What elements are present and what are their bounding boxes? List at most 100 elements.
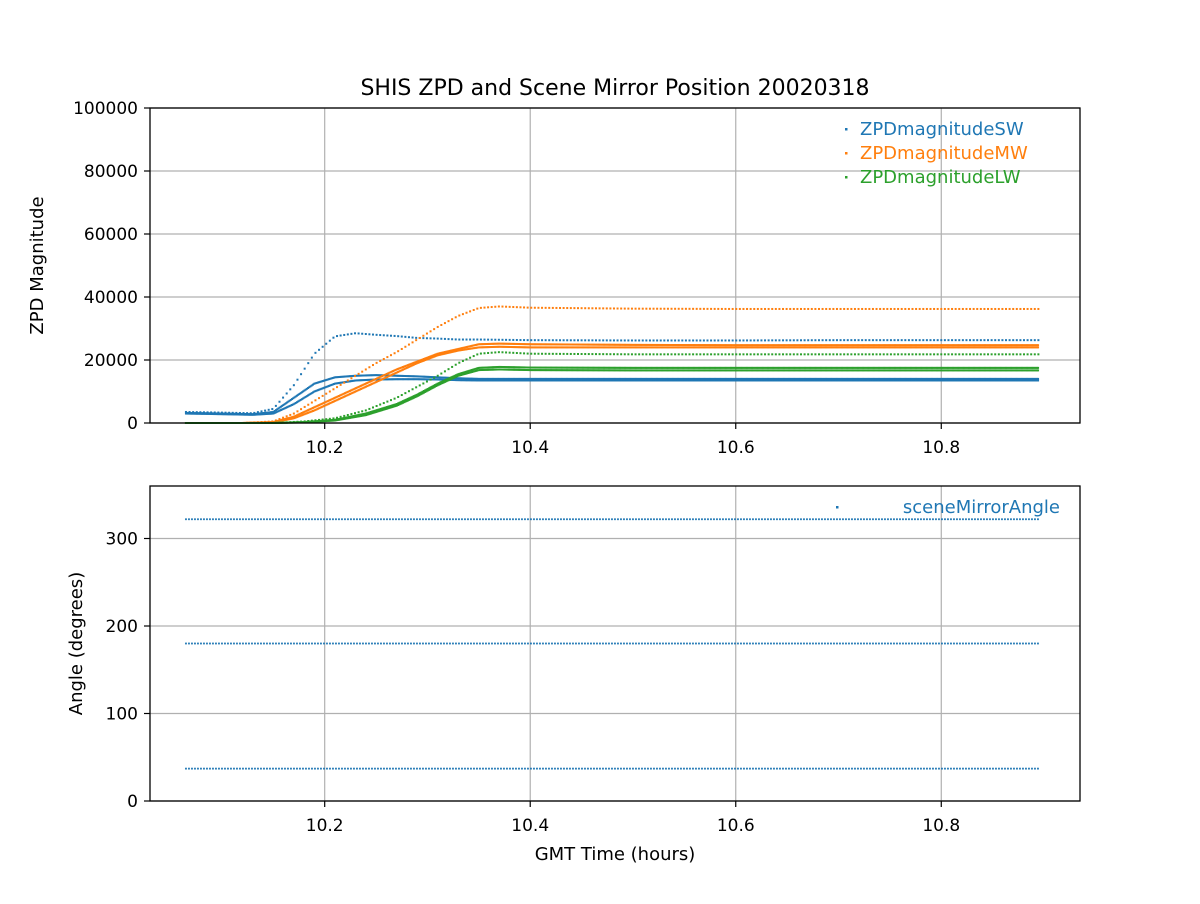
data-point xyxy=(750,308,752,310)
data-point xyxy=(696,353,698,355)
data-point xyxy=(1009,339,1011,341)
data-point xyxy=(401,394,403,396)
data-point xyxy=(685,308,687,310)
data-point xyxy=(404,392,406,394)
data-point xyxy=(290,518,292,520)
data-point xyxy=(998,353,1000,355)
data-point xyxy=(1012,353,1014,355)
data-point xyxy=(919,308,921,310)
data-point xyxy=(188,518,190,520)
data-point xyxy=(307,404,309,406)
data-point xyxy=(955,308,957,310)
data-point xyxy=(236,518,238,520)
data-point xyxy=(386,334,388,336)
data-point xyxy=(983,353,985,355)
data-point xyxy=(527,339,529,341)
data-point xyxy=(341,518,343,520)
data-point xyxy=(836,353,838,355)
data-point xyxy=(868,339,870,341)
data-point xyxy=(440,324,442,326)
data-point xyxy=(469,339,471,341)
data-point xyxy=(814,353,816,355)
data-point xyxy=(649,339,651,341)
data-point xyxy=(951,353,953,355)
data-point xyxy=(796,353,798,355)
data-point xyxy=(807,339,809,341)
data-point xyxy=(929,339,931,341)
data-point xyxy=(343,334,345,336)
data-point xyxy=(706,353,708,355)
data-point xyxy=(685,339,687,341)
data-point xyxy=(1037,344,1039,346)
data-point xyxy=(577,307,579,309)
data-point xyxy=(811,353,813,355)
data-point xyxy=(865,339,867,341)
data-point xyxy=(358,373,360,375)
data-point xyxy=(631,353,633,355)
data-point xyxy=(350,518,352,520)
x-tick-label: 10.6 xyxy=(717,438,755,458)
data-point xyxy=(534,353,536,355)
data-point xyxy=(476,353,478,355)
data-point xyxy=(782,339,784,341)
data-point xyxy=(358,411,360,413)
data-point xyxy=(656,339,658,341)
data-point xyxy=(383,358,385,360)
data-point xyxy=(836,339,838,341)
data-point xyxy=(825,353,827,355)
data-point xyxy=(922,339,924,341)
data-point xyxy=(404,346,406,348)
data-point xyxy=(965,308,967,310)
data-point xyxy=(386,356,388,358)
data-point xyxy=(281,518,283,520)
data-point xyxy=(653,308,655,310)
data-point xyxy=(473,309,475,311)
data-point xyxy=(728,308,730,310)
data-point xyxy=(937,308,939,310)
data-point xyxy=(1034,308,1036,310)
data-point xyxy=(563,353,565,355)
data-point xyxy=(347,414,349,416)
data-point xyxy=(663,308,665,310)
data-point xyxy=(818,339,820,341)
data-point xyxy=(1034,353,1036,355)
data-point xyxy=(487,339,489,341)
data-point xyxy=(951,308,953,310)
data-point xyxy=(1016,353,1018,355)
data-point xyxy=(965,353,967,355)
data-point xyxy=(433,328,435,330)
y-tick-label: 60000 xyxy=(84,225,138,245)
data-point xyxy=(476,308,478,310)
data-point xyxy=(728,353,730,355)
data-point xyxy=(969,353,971,355)
data-point xyxy=(732,308,734,310)
data-point xyxy=(530,339,532,341)
data-point xyxy=(750,353,752,355)
data-point xyxy=(491,339,493,341)
data-point xyxy=(595,307,597,309)
data-point xyxy=(323,518,325,520)
data-point xyxy=(829,339,831,341)
data-point xyxy=(390,335,392,337)
data-point xyxy=(768,308,770,310)
data-point xyxy=(394,335,396,337)
data-point xyxy=(1005,308,1007,310)
data-point xyxy=(545,353,547,355)
data-point xyxy=(800,308,802,310)
data-point xyxy=(976,353,978,355)
data-point xyxy=(462,339,464,341)
data-point xyxy=(498,351,500,353)
data-point xyxy=(440,338,442,340)
data-point xyxy=(843,339,845,341)
data-point xyxy=(473,355,475,357)
data-point xyxy=(940,339,942,341)
data-point xyxy=(800,353,802,355)
data-point xyxy=(548,353,550,355)
data-point xyxy=(415,337,417,339)
data-point xyxy=(559,353,561,355)
data-point xyxy=(462,313,464,315)
data-point xyxy=(320,518,322,520)
data-point xyxy=(962,339,964,341)
data-point xyxy=(703,339,705,341)
